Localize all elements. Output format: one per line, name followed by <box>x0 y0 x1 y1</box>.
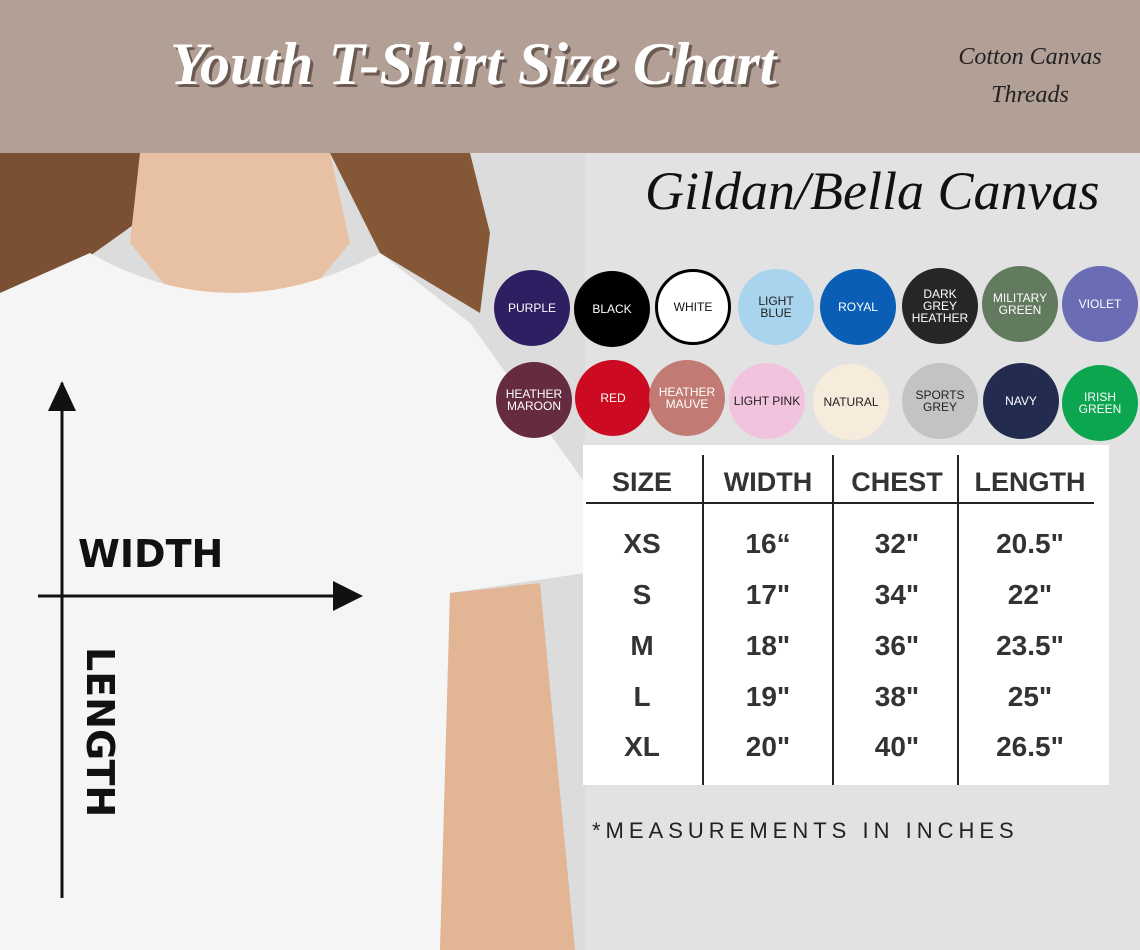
measurement-note: *MEASUREMENTS IN INCHES <box>592 818 1019 843</box>
brand-line-2: Threads <box>991 82 1069 108</box>
column-divider <box>832 455 834 785</box>
table-cell: 20" <box>745 731 791 762</box>
table-cell: 25" <box>1007 681 1053 712</box>
table-cell: XS <box>623 528 661 559</box>
table-cell: 17" <box>745 579 791 610</box>
table-cell: 20.5" <box>996 528 1064 559</box>
color-swatch: HEATHER MAROON <box>496 362 572 438</box>
table-cell: L <box>633 681 651 712</box>
table-cell: 16“ <box>745 528 791 559</box>
table-cell: 36" <box>874 630 920 661</box>
color-swatch: WHITE <box>655 269 731 345</box>
table-cell: 34" <box>874 579 920 610</box>
color-name: PURPLE <box>507 301 557 315</box>
color-name: MILITARY GREEN <box>992 291 1048 317</box>
column-divider <box>702 455 704 785</box>
color-swatch: LIGHT BLUE <box>738 269 814 345</box>
table-cell: 19" <box>745 681 791 712</box>
color-swatch: NAVY <box>983 363 1059 439</box>
table-cell: 38" <box>874 681 920 712</box>
column-header: WIDTH <box>723 467 813 497</box>
brand-line-1: Cotton Canvas <box>958 44 1102 70</box>
table-cell: M <box>630 630 654 661</box>
color-swatch: VIOLET <box>1062 266 1138 342</box>
color-swatch: RED <box>575 360 651 436</box>
color-name: HEATHER MAROON <box>505 387 563 413</box>
color-name: RED <box>600 391 626 405</box>
color-swatch: LIGHT PINK <box>729 363 805 439</box>
header-divider <box>586 502 1094 504</box>
table-cell: XL <box>624 731 660 762</box>
column-header: CHEST <box>851 467 943 497</box>
page-title: Youth T-Shirt Size Chart <box>170 31 777 97</box>
subtitle: Gildan/Bella Canvas <box>645 161 1100 221</box>
table-cell: S <box>632 579 652 610</box>
color-name: BLACK <box>592 302 632 316</box>
color-name: SPORTS GREY <box>915 388 965 414</box>
color-swatch: MILITARY GREEN <box>982 266 1058 342</box>
table-cell: 22" <box>1007 579 1053 610</box>
column-header: LENGTH <box>974 467 1086 497</box>
length-label: LENGTH <box>78 647 122 818</box>
color-name: IRISH GREEN <box>1078 390 1122 416</box>
column-divider <box>957 455 959 785</box>
table-cell: 32" <box>874 528 920 559</box>
color-name: LIGHT PINK <box>733 394 801 408</box>
color-swatch: SPORTS GREY <box>902 363 978 439</box>
table-cell: 40" <box>874 731 920 762</box>
color-swatch: ROYAL <box>820 269 896 345</box>
color-name: NATURAL <box>823 395 879 409</box>
color-swatch: DARK GREY HEATHER <box>902 268 978 344</box>
color-name: NAVY <box>1005 394 1037 408</box>
color-swatch: PURPLE <box>494 270 570 346</box>
color-swatch: BLACK <box>574 271 650 347</box>
color-swatch: HEATHER MAUVE <box>649 360 725 436</box>
color-name: ROYAL <box>838 300 878 314</box>
table-cell: 18" <box>745 630 791 661</box>
width-label: WIDTH <box>78 532 224 576</box>
color-swatch: IRISH GREEN <box>1062 365 1138 441</box>
color-name: HEATHER MAUVE <box>658 385 716 411</box>
color-name: DARK GREY HEATHER <box>911 287 969 325</box>
table-cell: 26.5" <box>996 731 1064 762</box>
color-name: VIOLET <box>1078 297 1122 311</box>
size-table: SIZE WIDTH CHEST LENGTH XS 16“ 32" 20.5" S 17" 34"… <box>583 445 1109 785</box>
color-name: WHITE <box>673 300 713 314</box>
header-banner: Youth T-Shirt Size Chart Cotton Canvas T… <box>0 0 1140 153</box>
column-header: SIZE <box>611 467 672 497</box>
brand-logo: Cotton Canvas Threads <box>935 38 1125 114</box>
color-swatch: NATURAL <box>813 364 889 440</box>
table-cell: 23.5" <box>996 630 1064 661</box>
model-photo <box>0 153 585 950</box>
color-name: LIGHT BLUE <box>758 294 794 320</box>
